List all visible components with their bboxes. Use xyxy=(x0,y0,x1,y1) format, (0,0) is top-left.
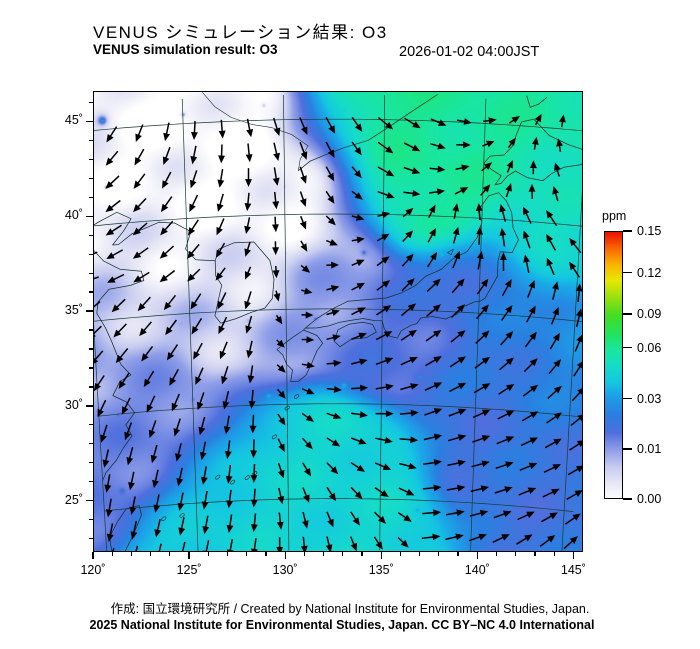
x-axis-tick xyxy=(92,552,94,559)
x-axis-label-130: 130˚ xyxy=(272,563,298,577)
y-axis-tick xyxy=(89,291,93,293)
x-axis-tick xyxy=(572,552,574,559)
colorbar-tick-label-1: 0.12 xyxy=(637,265,662,280)
x-axis-tick xyxy=(476,552,478,559)
x-axis-label-145: 145˚ xyxy=(560,563,586,577)
colorbar-tick xyxy=(623,313,632,315)
colorbar-tick-label-5: 0.01 xyxy=(637,442,662,457)
x-axis-tick xyxy=(515,552,517,556)
y-axis-tick xyxy=(89,481,93,483)
colorbar-tick-label-4: 0.03 xyxy=(637,391,662,406)
x-axis-tick xyxy=(226,552,229,556)
x-axis-tick xyxy=(169,552,171,556)
y-axis-tick xyxy=(86,310,93,312)
y-axis-tick xyxy=(89,519,93,521)
y-axis-label-45: 45˚ xyxy=(64,113,83,128)
x-axis-tick xyxy=(399,552,402,556)
credit-line-license: 2025 National Institute for Environmenta… xyxy=(89,618,595,632)
colorbar-tick-label-6: 0.00 xyxy=(637,492,662,506)
x-axis-tick xyxy=(457,552,459,556)
y-axis-tick xyxy=(89,177,93,179)
x-axis-label-125: 125˚ xyxy=(176,563,202,577)
x-axis-label-135: 135˚ xyxy=(368,563,394,577)
y-axis-label-40: 40˚ xyxy=(64,208,83,223)
y-axis-tick xyxy=(89,348,93,350)
credit-line-japanese: 作成: 国立環境研究所 / Created by National Instit… xyxy=(110,602,590,616)
map-overlay xyxy=(94,92,582,551)
colorbar-tick xyxy=(623,230,632,232)
y-axis-tick xyxy=(89,424,93,426)
y-axis-label-35: 35˚ xyxy=(64,303,83,318)
y-axis-tick xyxy=(89,139,93,141)
x-axis-tick xyxy=(207,552,209,556)
y-axis-tick xyxy=(89,101,93,103)
colorbar-unit-label: ppm xyxy=(602,209,627,223)
colorbar-tick-label-3: 0.06 xyxy=(637,340,662,355)
y-axis-label-30: 30˚ xyxy=(64,397,83,412)
y-axis-tick xyxy=(89,329,93,331)
x-axis-tick xyxy=(322,552,325,556)
x-axis-tick xyxy=(438,552,440,556)
valid-time-label: 2026-01-02 04:00JST xyxy=(399,44,540,60)
y-axis-tick xyxy=(86,500,93,502)
colorbar-tick xyxy=(623,448,632,450)
y-axis-tick xyxy=(89,196,93,198)
x-axis-tick xyxy=(150,552,152,556)
x-axis-tick xyxy=(342,552,344,556)
x-axis-tick xyxy=(188,552,190,559)
colorbar xyxy=(604,231,623,499)
y-axis-tick xyxy=(89,272,93,274)
x-axis-label-120: 120˚ xyxy=(80,563,106,577)
x-axis-tick xyxy=(303,552,305,556)
colorbar-tick-label-0: 0.15 xyxy=(637,224,662,238)
colorbar-gradient xyxy=(605,232,622,498)
x-axis-tick xyxy=(534,552,536,556)
y-axis-tick xyxy=(89,386,93,388)
y-axis-tick xyxy=(86,215,93,217)
y-axis-tick xyxy=(89,253,93,255)
colorbar-tick-label-2: 0.09 xyxy=(637,307,662,322)
x-axis-tick xyxy=(495,552,498,556)
y-axis-tick xyxy=(86,120,93,122)
x-axis-tick xyxy=(265,552,267,556)
colorbar-tick xyxy=(623,271,632,274)
y-axis-tick xyxy=(89,462,93,464)
x-axis-tick xyxy=(284,552,286,559)
colorbar-tick xyxy=(623,397,632,400)
y-axis-label-25: 25˚ xyxy=(64,492,83,507)
page-title-japanese: VENUS シミュレーション結果: O3 xyxy=(93,23,388,42)
y-axis-tick xyxy=(86,405,93,407)
x-axis-tick xyxy=(553,552,555,556)
y-axis-tick xyxy=(89,443,93,445)
colorbar-tick xyxy=(623,498,632,500)
y-axis-tick xyxy=(89,538,93,540)
x-axis-tick xyxy=(130,552,133,556)
colorbar-tick xyxy=(623,346,632,349)
map-plot-area[interactable] xyxy=(93,91,583,552)
x-axis-tick xyxy=(419,552,421,556)
x-axis-tick xyxy=(246,552,248,556)
page-title-english: VENUS simulation result: O3 xyxy=(93,42,278,57)
y-axis-tick xyxy=(89,367,93,369)
x-axis-label-140: 140˚ xyxy=(464,563,490,577)
x-axis-tick xyxy=(111,552,113,556)
y-axis-tick xyxy=(89,234,93,236)
y-axis-tick xyxy=(89,158,93,160)
x-axis-tick xyxy=(361,552,363,556)
x-axis-tick xyxy=(380,552,382,559)
